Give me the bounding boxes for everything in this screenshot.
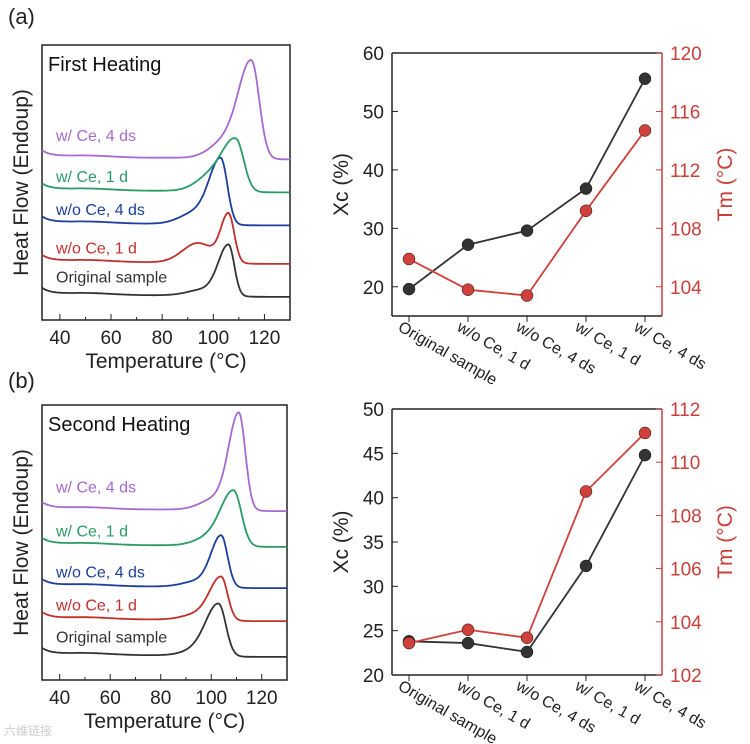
y2-tick-label: 120 bbox=[670, 44, 702, 65]
y2-tick-label: 108 bbox=[670, 219, 702, 240]
curve-label: w/o Ce, 4 ds bbox=[55, 565, 145, 582]
dsc-curve bbox=[41, 575, 287, 622]
x-tick-label: 100 bbox=[195, 688, 227, 709]
data-point-xc bbox=[638, 448, 652, 462]
curve-label: w/o Ce, 1 d bbox=[55, 598, 137, 615]
y2-tick-label: 110 bbox=[670, 453, 700, 474]
x-tick-label: 40 bbox=[49, 688, 70, 709]
plot-frame bbox=[41, 404, 288, 681]
y-tick-label: 40 bbox=[363, 489, 384, 510]
y-tick-label: 20 bbox=[363, 666, 384, 687]
data-point-tm bbox=[638, 426, 652, 440]
series-line-tm bbox=[408, 432, 646, 644]
data-point-tm bbox=[579, 485, 593, 498]
dsc-curve bbox=[41, 59, 290, 161]
y-tick-label: 50 bbox=[363, 400, 384, 421]
y-tick-label: 35 bbox=[363, 533, 384, 554]
x-tick-label: 40 bbox=[49, 328, 70, 349]
dsc-curve bbox=[41, 243, 290, 298]
x-category-label: w/ Ce, 4 ds bbox=[630, 318, 709, 373]
data-point-xc bbox=[402, 282, 416, 296]
series-line-tm bbox=[408, 129, 646, 297]
data-point-tm bbox=[461, 283, 475, 296]
y-axis-label: Heat Flow (Endoup) bbox=[10, 89, 33, 276]
y-axis-label: Xc (%) bbox=[330, 153, 353, 216]
chart-title: Second Heating bbox=[48, 414, 190, 436]
data-point-xc bbox=[461, 636, 475, 650]
y-tick-label: 30 bbox=[363, 219, 384, 240]
y-tick-label: 25 bbox=[363, 622, 384, 643]
y-tick-label: 60 bbox=[363, 44, 384, 65]
x-tick-label: 60 bbox=[100, 688, 121, 709]
x-tick-label: 120 bbox=[246, 688, 278, 709]
data-point-xc bbox=[520, 645, 534, 659]
curve-label: w/ Ce, 1 d bbox=[55, 169, 128, 186]
x-axis-label: Temperature (°C) bbox=[84, 710, 245, 733]
y-axis-label: Heat Flow (Endoup) bbox=[10, 449, 33, 636]
data-point-xc bbox=[579, 559, 593, 573]
y-tick-label: 40 bbox=[363, 161, 384, 182]
curve-label: Original sample bbox=[56, 269, 167, 286]
y2-tick-label: 112 bbox=[670, 400, 700, 421]
chart-title: First Heating bbox=[48, 54, 161, 76]
dsc-curve bbox=[41, 534, 287, 589]
data-point-xc bbox=[520, 224, 534, 237]
panel-label-b: (b) bbox=[8, 368, 35, 393]
data-point-xc bbox=[461, 238, 475, 251]
y2-tick-label: 104 bbox=[670, 613, 702, 634]
y2-tick-label: 116 bbox=[670, 102, 700, 123]
watermark: 六维链接 bbox=[4, 724, 53, 738]
x-tick-label: 60 bbox=[100, 328, 121, 349]
curve-label: w/o Ce, 1 d bbox=[55, 240, 137, 257]
y2-tick-label: 112 bbox=[670, 161, 700, 182]
dsc-curve bbox=[41, 137, 290, 194]
x-tick-label: 80 bbox=[150, 688, 171, 709]
y-axis-label: Xc (%) bbox=[330, 511, 353, 574]
y-tick-label: 30 bbox=[363, 577, 384, 598]
data-point-xc bbox=[638, 72, 652, 85]
data-point-tm bbox=[520, 289, 534, 302]
dsc-curve bbox=[41, 156, 290, 227]
data-point-tm bbox=[402, 636, 416, 650]
curve-label: w/o Ce, 4 ds bbox=[55, 202, 145, 219]
data-point-xc bbox=[579, 182, 593, 195]
data-point-tm bbox=[520, 631, 534, 645]
data-point-tm bbox=[638, 124, 652, 137]
x-category-label: Original sample bbox=[395, 319, 500, 389]
dsc-curve bbox=[41, 489, 287, 548]
curve-label: w/ Ce, 4 ds bbox=[55, 128, 136, 145]
y2-tick-label: 104 bbox=[670, 278, 702, 299]
y-tick-label: 45 bbox=[363, 444, 384, 465]
y-tick-label: 50 bbox=[363, 102, 384, 123]
x-tick-label: 120 bbox=[249, 328, 281, 349]
series-line-xc bbox=[408, 454, 646, 653]
plot-frame bbox=[41, 44, 291, 321]
dsc-curve bbox=[41, 211, 290, 265]
series-line-xc bbox=[408, 78, 646, 290]
data-point-tm bbox=[579, 204, 593, 218]
x-tick-label: 80 bbox=[152, 328, 173, 349]
x-axis-label: Temperature (°C) bbox=[85, 350, 246, 373]
y2-tick-label: 102 bbox=[670, 666, 702, 687]
data-point-tm bbox=[402, 252, 416, 266]
curve-label: w/ Ce, 4 ds bbox=[55, 480, 136, 497]
curve-label: w/ Ce, 1 d bbox=[55, 523, 128, 540]
y2-axis-label: Tm (°C) bbox=[714, 505, 737, 579]
curve-label: Original sample bbox=[56, 629, 167, 646]
x-category-label: Original sample bbox=[395, 678, 500, 744]
dsc-curve bbox=[41, 602, 287, 658]
y2-tick-label: 106 bbox=[670, 560, 702, 581]
x-tick-label: 100 bbox=[197, 328, 229, 349]
y-tick-label: 20 bbox=[363, 278, 384, 299]
panel-label-a: (a) bbox=[8, 4, 35, 29]
dsc-curve bbox=[41, 411, 287, 512]
y2-tick-label: 108 bbox=[670, 506, 702, 527]
data-point-tm bbox=[461, 623, 475, 637]
y2-axis-label: Tm (°C) bbox=[714, 148, 737, 222]
